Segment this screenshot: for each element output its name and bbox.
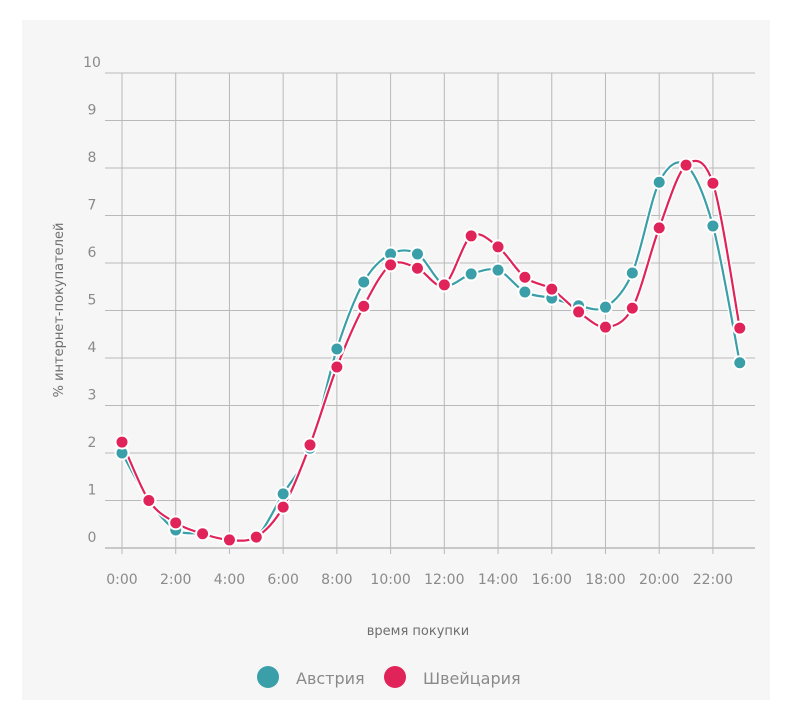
- series-line-austria: [121, 161, 741, 543]
- x-tick-label: 20:00: [639, 572, 679, 588]
- data-point-switzerland: [168, 515, 184, 531]
- y-tick-label: 1: [88, 483, 97, 499]
- data-point-austria: [597, 299, 613, 315]
- data-point-switzerland: [409, 260, 425, 276]
- y-tick-label: 0: [88, 530, 97, 546]
- x-axis-label: время покупки: [367, 624, 469, 639]
- legend-marker-austria: [257, 666, 279, 688]
- grid: [105, 72, 755, 554]
- x-tick-label: 12:00: [424, 572, 464, 588]
- data-point-switzerland: [329, 359, 345, 375]
- x-tick-label: 8:00: [321, 572, 352, 588]
- data-point-austria: [490, 262, 506, 278]
- data-point-switzerland: [221, 532, 237, 548]
- x-tick-label: 6:00: [267, 572, 298, 588]
- data-point-switzerland: [356, 298, 372, 314]
- y-tick-label: 3: [88, 388, 97, 404]
- y-tick-label: 5: [88, 293, 97, 309]
- legend-label: Австрия: [296, 669, 365, 688]
- data-point-switzerland: [141, 493, 157, 508]
- data-point-austria: [463, 266, 479, 282]
- series-lines: [119, 158, 743, 544]
- chart-panel: [22, 20, 770, 700]
- data-point-austria: [651, 174, 667, 190]
- data-point-switzerland: [490, 239, 506, 255]
- data-point-switzerland: [732, 320, 748, 336]
- data-point-austria: [329, 341, 345, 357]
- y-tick-label: 7: [88, 198, 97, 214]
- data-point-switzerland: [248, 529, 264, 545]
- x-tick-label: 4:00: [214, 572, 245, 588]
- data-point-switzerland: [624, 300, 640, 316]
- y-axis-label: % интернет-покупателей: [52, 223, 67, 398]
- data-point-switzerland: [544, 281, 560, 297]
- y-tick-label: 2: [88, 435, 97, 451]
- data-point-switzerland: [597, 319, 613, 335]
- data-point-switzerland: [651, 220, 667, 236]
- x-tick-label: 0:00: [106, 572, 137, 588]
- legend: Австрия Швейцария: [257, 666, 521, 688]
- x-tick-label: 18:00: [585, 572, 625, 588]
- legend-marker-switzerland: [384, 666, 406, 688]
- data-point-switzerland: [114, 434, 130, 450]
- data-point-austria: [732, 355, 748, 371]
- x-tick-label: 16:00: [532, 572, 572, 588]
- y-tick-label: 10: [83, 55, 101, 71]
- y-tick-label: 4: [88, 340, 97, 356]
- legend-label: Швейцария: [423, 669, 521, 688]
- data-point-switzerland: [195, 526, 211, 542]
- data-point-austria: [517, 284, 533, 300]
- y-tick-label: 8: [88, 150, 97, 166]
- data-point-switzerland: [302, 437, 318, 453]
- series-points: [114, 157, 748, 548]
- data-point-switzerland: [463, 228, 479, 244]
- x-tick-label: 10:00: [370, 572, 410, 588]
- data-point-austria: [409, 246, 425, 262]
- data-point-austria: [624, 265, 640, 281]
- data-point-switzerland: [678, 157, 694, 173]
- x-axis-ticks: 0:00 2:00 4:00 6:00 8:00 10:00 12:00 14:00 16:00…: [106, 572, 733, 588]
- x-tick-label: 22:00: [693, 572, 733, 588]
- y-tick-label: 9: [88, 103, 97, 119]
- x-tick-label: 14:00: [478, 572, 518, 588]
- data-point-switzerland: [436, 277, 452, 293]
- data-point-austria: [705, 218, 721, 234]
- x-tick-label: 2:00: [160, 572, 191, 588]
- data-point-switzerland: [517, 269, 533, 285]
- data-point-austria: [356, 274, 372, 290]
- data-point-switzerland: [571, 304, 587, 320]
- data-point-switzerland: [275, 499, 291, 515]
- y-tick-label: 6: [88, 245, 97, 261]
- data-point-switzerland: [705, 175, 721, 191]
- data-point-switzerland: [383, 257, 399, 273]
- y-axis-ticks: 0 1 2 3 4 5 6 7 8 9 10: [83, 55, 101, 546]
- data-point-austria: [275, 486, 291, 502]
